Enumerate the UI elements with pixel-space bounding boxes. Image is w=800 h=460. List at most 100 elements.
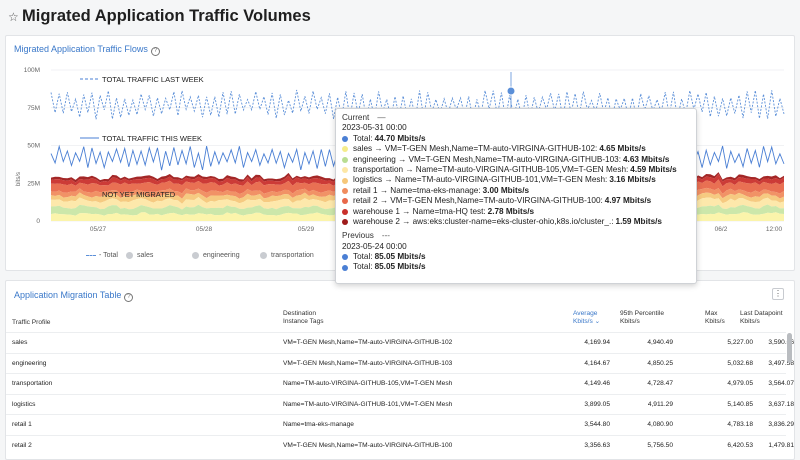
cell-instance-tags: VM=T-GEN Mesh,Name=TM-auto-VIRGINA-GITHU… [283,441,453,449]
table-row[interactable]: transportation Name=TM-auto-VIRGINA-GITHU… [6,373,794,394]
cell-p95: 5,756.50 [647,441,673,449]
chart-annotation: TOTAL TRAFFIC THIS WEEK [102,134,202,143]
y-tick-label: 0 [36,218,40,225]
cell-instance-tags: Name=tma-eks-manage [283,421,354,429]
dashed-line-icon: --- [381,231,391,241]
kebab-menu-icon[interactable]: ⋮ [772,288,784,300]
cell-average: 3,899.05 [584,400,610,408]
tooltip-entry: warehouse 1 → Name=tma-HQ test: 2.78 Mbit… [342,207,690,217]
chart-annotation: TOTAL TRAFFIC LAST WEEK [102,75,204,84]
cell-last-datapoint: 3,836.29 [768,421,794,429]
series-color-icon [342,264,348,271]
legend-label: engineering [203,252,240,259]
cell-last-datapoint: 3,497.58 [768,359,794,367]
cell-average: 3,544.80 [584,421,610,429]
tooltip-entry-label: warehouse 2 → aws:eks:cluster-name=eks-c… [353,216,614,226]
tooltip-entry-label: warehouse 1 → Name=tma-HQ test: [353,206,486,216]
tooltip-entry-label: logistics → Name=TM-auto-VIRGINA-GITHUB-… [353,175,608,185]
info-icon[interactable]: ? [124,293,134,302]
table-header: Traffic Profile Destination Instance Tag… [6,307,786,331]
legend-item-sales[interactable]: sales [126,252,153,259]
chart-y-axis: 0 25M 50M 75M 100M [24,67,41,225]
cell-last-datapoint: 3,590.06 [768,339,794,346]
traffic-flows-title: Migrated Application Traffic Flows? [14,44,160,56]
page-header: ☆ Migrated Application Traffic Volumes [0,0,800,34]
column-header-destination[interactable]: Destination Instance Tags [283,310,324,326]
legend-item-engineering[interactable]: engineering [192,252,240,259]
cell-instance-tags: VM=T-GEN Mesh,Name=TM-auto-VIRGINA-GITHU… [283,359,453,367]
table-row[interactable]: sales VM=T-GEN Mesh,Name=TM-auto-VIRGINA-… [6,332,794,353]
x-tick-label: 05/27 [90,226,107,233]
cell-average: 4,149.46 [584,380,610,388]
cell-average: 4,169.94 [584,339,610,346]
dashed-line-icon [86,255,96,256]
cell-instance-tags: VM=T-GEN Mesh,Name=TM-auto-VIRGINA-GITHU… [283,339,453,346]
column-header-p95[interactable]: 95th Percentile Kbits/s [620,310,664,326]
chart-tooltip: Current —2023-05-31 00:00 Total: 44.70 Mbit… [335,108,697,284]
cell-average: 3,356.63 [584,441,610,449]
column-header-line: 95th Percentile [620,310,664,317]
migration-table-title: Application Migration Table? [14,290,134,302]
star-icon[interactable]: ☆ [8,10,19,24]
cell-max: 5,227.00 [727,339,753,346]
column-header-line: Average [573,310,598,317]
legend-label: - Total [99,252,118,259]
cell-profile: sales [12,339,28,346]
tooltip-entry-label: transportation → Name=TM-auto-VIRGINA-GI… [353,164,629,174]
table-row[interactable]: retail 2 VM=T-GEN Mesh,Name=TM-auto-VIRGI… [6,434,794,456]
circle-icon [126,252,133,259]
table-body: sales VM=T-GEN Mesh,Name=TM-auto-VIRGINA-… [6,332,794,456]
table-row[interactable]: retail 1 Name=tma-eks-manage 3,544.80 4,080… [6,414,794,435]
table-row[interactable]: logistics Name=TM-auto-VIRGINA-GITHUB-101… [6,393,794,415]
series-color-icon [342,219,348,226]
line-total-last-week[interactable] [50,89,785,120]
page-title: Migrated Application Traffic Volumes [22,7,311,25]
tooltip-entry-label: engineering → VM=T-GEN Mesh,Name=TM-auto… [353,154,621,164]
tooltip-entry-value: 2.78 Mbits/s [487,206,535,216]
hover-point [506,86,516,96]
cell-last-datapoint: 3,564.07 [768,380,794,388]
series-color-icon [342,254,348,261]
cell-profile: retail 2 [12,441,32,449]
cell-last-datapoint: 1,479.81 [768,441,794,449]
series-color-icon [342,198,348,205]
column-header-profile[interactable]: Traffic Profile [12,319,51,326]
cell-max: 4,783.18 [727,421,753,429]
column-header-max[interactable]: Max Kbits/s [705,310,725,326]
column-header-last[interactable]: Last Datapoint Kbits/s [740,310,783,326]
tooltip-entry-label: Total: [353,252,373,262]
chart-annotations: TOTAL TRAFFIC LAST WEEK TOTAL TRAFFIC THI… [80,75,204,199]
tooltip-entry-label: Total: [353,133,373,143]
table-row[interactable]: engineering VM=T-GEN Mesh,Name=TM-auto-VI… [6,352,794,374]
tooltip-entry: retail 1 → Name=tma-eks-manage: 3.00 Mbit… [342,186,690,196]
tooltip-entry: engineering → VM=T-GEN Mesh,Name=TM-auto… [342,155,690,165]
series-color-icon [342,135,348,142]
cell-profile: transportation [12,380,53,388]
tooltip-entry: warehouse 2 → aws:eks:cluster-name=eks-c… [342,217,690,227]
tooltip-entry: retail 2 → VM=T-GEN Mesh,Name=TM-auto-VI… [342,196,690,206]
legend-label: sales [137,252,154,259]
cell-max: 5,032.68 [727,359,753,367]
info-icon[interactable]: ? [150,47,160,56]
tooltip-previous-date: 2023-05-24 00:00 [342,242,690,252]
legend-item-transportation[interactable]: transportation [260,252,314,259]
cell-p95: 4,850.25 [647,359,673,367]
tooltip-entry-value: 85.05 Mbits/s [374,252,426,262]
series-color-icon [342,208,348,215]
column-header-line: Kbits/s [705,318,725,325]
table-scrollbar[interactable] [787,333,792,363]
cell-profile: engineering [12,359,47,367]
series-color-icon [342,156,348,163]
cell-profile: logistics [12,400,36,408]
column-header-average[interactable]: Average Kbits/s ⌄ [573,310,600,326]
column-header-line: Instance Tags [283,318,324,325]
tooltip-current-date: 2023-05-31 00:00 [342,123,690,133]
cell-max: 5,140.85 [727,400,753,408]
tooltip-entry-label: sales → VM=T-GEN Mesh,Name=TM-auto-VIRGI… [353,144,598,154]
column-header-line: Kbits/s [740,318,760,325]
y-tick-label: 50M [27,143,40,150]
tooltip-entry: Total: 85.05 Mbits/s [342,252,690,262]
legend-item-total[interactable]: - Total [86,252,118,259]
cell-p95: 4,728.47 [647,380,673,388]
tooltip-entry-label: retail 2 → VM=T-GEN Mesh,Name=TM-auto-VI… [353,196,603,206]
